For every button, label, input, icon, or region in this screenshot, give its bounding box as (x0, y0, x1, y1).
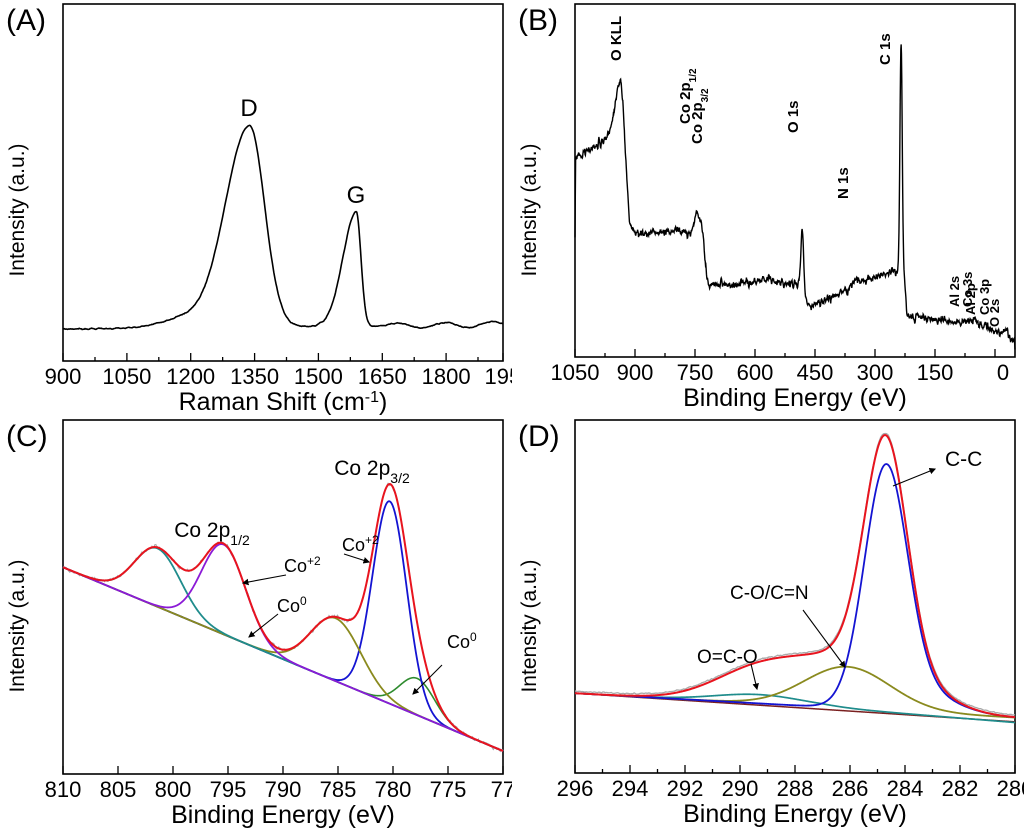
svg-text:294: 294 (612, 776, 649, 801)
svg-text:1350: 1350 (230, 364, 279, 389)
svg-text:C-O/C=N: C-O/C=N (730, 583, 809, 604)
svg-text:(C): (C) (6, 420, 48, 453)
svg-text:282: 282 (942, 776, 979, 801)
svg-text:Binding Energy (eV): Binding Energy (eV) (683, 384, 907, 412)
svg-text:900: 900 (617, 360, 654, 385)
svg-text:1050: 1050 (551, 360, 600, 385)
svg-text:0: 0 (997, 360, 1009, 385)
svg-text:1500: 1500 (294, 364, 343, 389)
svg-text:286: 286 (832, 776, 869, 801)
svg-text:770: 770 (491, 777, 512, 802)
svg-text:150: 150 (917, 360, 954, 385)
svg-text:Intensity (a.u.): Intensity (a.u.) (518, 559, 541, 692)
svg-text:1950: 1950 (485, 364, 512, 389)
svg-text:288: 288 (777, 776, 814, 801)
svg-text:O=C-O: O=C-O (697, 647, 758, 668)
svg-text:Raman Shift (cm-1): Raman Shift (cm-1) (179, 388, 388, 416)
svg-text:810: 810 (45, 777, 82, 802)
svg-text:600: 600 (737, 360, 774, 385)
svg-text:O 2s: O 2s (987, 299, 1002, 327)
svg-text:284: 284 (887, 776, 924, 801)
svg-text:296: 296 (557, 776, 594, 801)
svg-text:C-C: C-C (945, 448, 982, 471)
svg-text:Co 2p3/2: Co 2p3/2 (334, 457, 410, 486)
svg-text:D: D (240, 95, 257, 122)
svg-text:C 1s: C 1s (877, 33, 894, 65)
svg-text:300: 300 (857, 360, 894, 385)
svg-text:Co0: Co0 (447, 630, 477, 652)
svg-text:1050: 1050 (102, 364, 151, 389)
svg-text:790: 790 (265, 777, 302, 802)
svg-text:750: 750 (677, 360, 714, 385)
svg-text:N 1s: N 1s (835, 167, 852, 199)
svg-text:1800: 1800 (422, 364, 471, 389)
svg-text:1650: 1650 (358, 364, 407, 389)
svg-text:Co+2: Co+2 (284, 554, 321, 576)
svg-text:Intensity (a.u.): Intensity (a.u.) (518, 143, 541, 276)
svg-text:805: 805 (100, 777, 137, 802)
svg-text:Intensity (a.u.): Intensity (a.u.) (6, 559, 29, 692)
svg-text:900: 900 (45, 364, 82, 389)
svg-text:Binding Energy (eV): Binding Energy (eV) (683, 800, 907, 828)
svg-text:795: 795 (210, 777, 247, 802)
svg-text:Al 2p: Al 2p (963, 283, 978, 315)
svg-text:290: 290 (722, 776, 759, 801)
svg-text:(B): (B) (518, 4, 558, 37)
svg-text:O 1s: O 1s (785, 100, 802, 133)
svg-text:450: 450 (797, 360, 834, 385)
svg-text:1200: 1200 (166, 364, 215, 389)
svg-text:292: 292 (667, 776, 704, 801)
svg-text:785: 785 (320, 777, 357, 802)
svg-text:(D): (D) (518, 420, 560, 453)
svg-text:Co0: Co0 (277, 594, 307, 616)
svg-text:775: 775 (430, 777, 467, 802)
svg-text:280: 280 (997, 776, 1024, 801)
svg-text:800: 800 (155, 777, 192, 802)
svg-text:O KLL: O KLL (608, 16, 625, 61)
svg-text:780: 780 (375, 777, 412, 802)
svg-text:G: G (347, 182, 366, 209)
svg-text:Co 2p1/2: Co 2p1/2 (174, 519, 250, 548)
svg-text:Binding Energy (eV): Binding Energy (eV) (171, 801, 395, 829)
svg-text:Intensity (a.u.): Intensity (a.u.) (6, 143, 29, 276)
svg-text:(A): (A) (6, 4, 46, 37)
